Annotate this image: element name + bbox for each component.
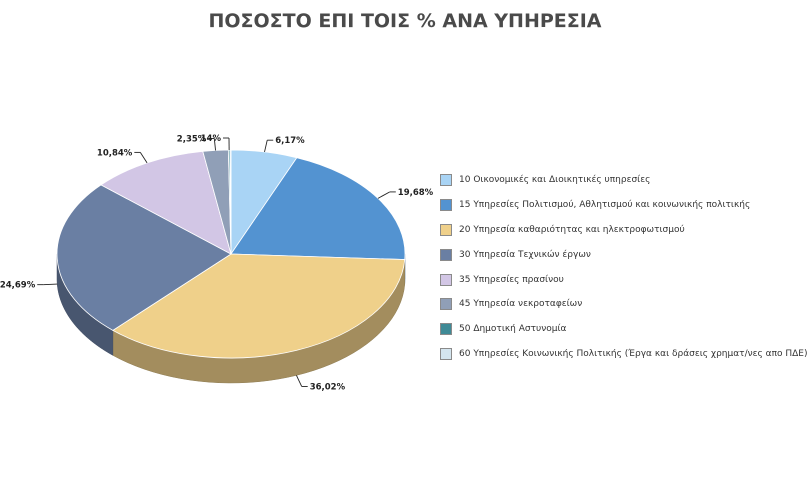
label-leader-line (139, 152, 148, 164)
legend-label: 10 Οικονομικές και Διοικητικές υπηρεσίες (459, 175, 651, 186)
legend-item: 50 Δημοτική Αστυνομία (440, 317, 807, 342)
slice-value-label: 14% (201, 134, 222, 144)
slice-value-label: 24,69% (0, 281, 36, 291)
legend-item: 45 Υπηρεσία νεκροταφείων (440, 292, 807, 317)
legend-item: 60 Υπηρεσίες Κοινωνικής Πολιτικής (Έργα … (440, 342, 807, 367)
legend-label: 60 Υπηρεσίες Κοινωνικής Πολιτικής (Έργα … (459, 348, 808, 359)
legend-swatch (440, 199, 452, 212)
pie-slice (100, 150, 232, 255)
pie-slice (229, 149, 232, 255)
legend-swatch (440, 223, 452, 236)
label-leader-line (213, 138, 216, 151)
legend-label: 20 Υπηρεσία καθαριότητας και ηλεκτροφωτι… (459, 224, 685, 235)
legend-item: 10 Οικονομικές και Διοικητικές υπηρεσίες (440, 168, 807, 193)
legend-label: 15 Υπηρεσίες Πολιτισμού, Αθλητισμού και … (459, 200, 751, 211)
slice-value-label: 36,02% (310, 382, 346, 392)
slice-value-label: 10,84% (97, 148, 133, 158)
legend-item: 30 Υπηρεσία Τεχνικών έργων (440, 242, 807, 267)
legend-item: 15 Υπηρεσίες Πολιτισμού, Αθλητισμού και … (440, 193, 807, 218)
label-leader-line (264, 140, 268, 153)
pie-slice (230, 157, 406, 260)
slice-value-label: 6,17% (275, 136, 305, 146)
legend-swatch (440, 174, 452, 187)
legend-swatch (440, 298, 452, 311)
pie-slice (112, 253, 406, 359)
label-leader-line (377, 191, 391, 199)
legend-swatch (440, 347, 452, 360)
legend-item: 20 Υπηρεσία καθαριότητας και ηλεκτροφωτι… (440, 218, 807, 243)
pie-slice (56, 184, 232, 331)
label-leader-line (296, 375, 303, 387)
label-leader-line (43, 283, 58, 286)
legend-item: 35 Υπηρεσίες πρασίνου (440, 267, 807, 292)
legend-label: 30 Υπηρεσία Τεχνικών έργων (459, 249, 591, 260)
legend-swatch (440, 323, 452, 336)
legend-label: 50 Δημοτική Αστυνομία (459, 324, 567, 335)
slice-value-label: 2,35% (177, 134, 207, 144)
legend-label: 35 Υπηρεσίες πρασίνου (459, 274, 564, 285)
slice-value-label: 19,68% (398, 188, 434, 198)
legend-swatch (440, 248, 452, 261)
legend-swatch (440, 273, 452, 286)
chart-legend: 10 Οικονομικές και Διοικητικές υπηρεσίες… (440, 168, 807, 366)
chart-title: ΠΟΣΟΣΤΟ ΕΠΙ ΤΟΙΣ % ΑΝΑ ΥΠΗΡΕΣΙΑ (208, 10, 602, 32)
legend-label: 45 Υπηρεσία νεκροταφείων (459, 299, 583, 310)
